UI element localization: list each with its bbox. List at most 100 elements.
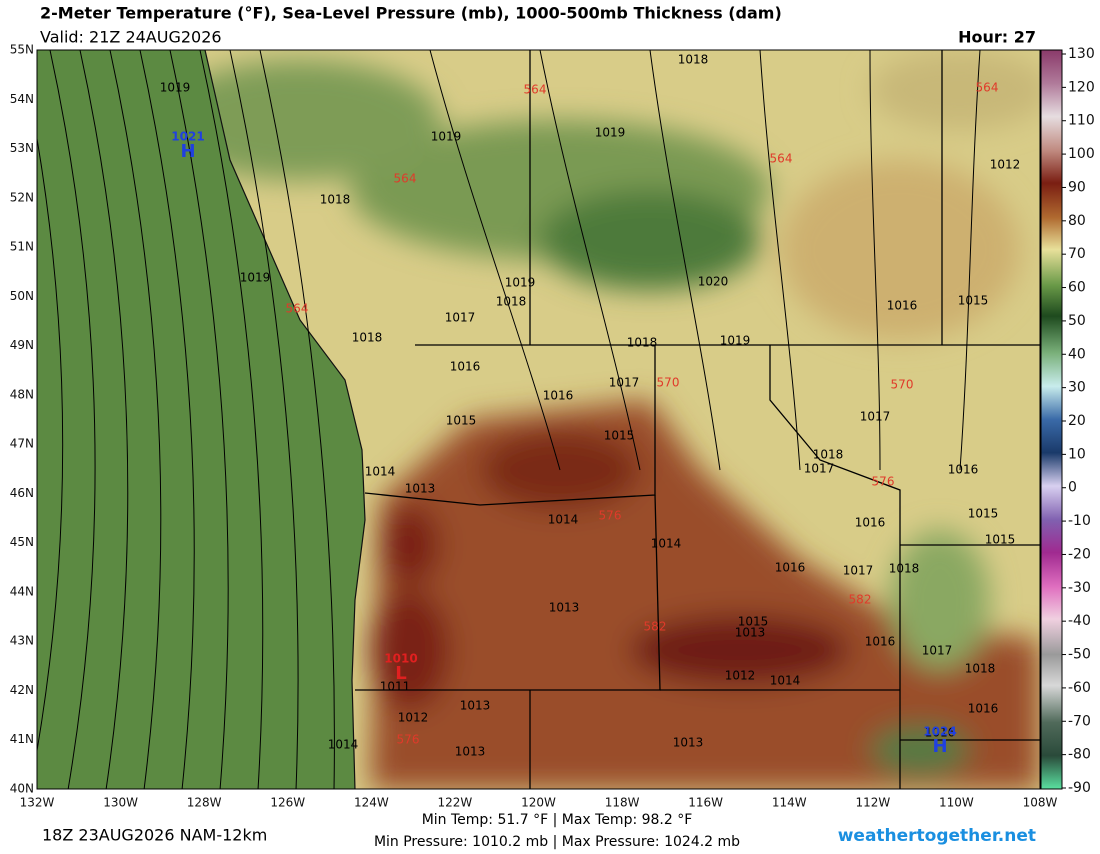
colorbar-label: 10 — [1068, 446, 1086, 462]
isobar-label: 1019 — [505, 276, 536, 290]
isobar-label: 1016 — [948, 463, 979, 477]
isobar-label: 1014 — [365, 465, 396, 479]
isobar-label: 1013 — [735, 626, 766, 640]
isobar-label: 1013 — [549, 601, 580, 615]
colorbar-label: 20 — [1068, 413, 1086, 429]
colorbar-label: -90 — [1068, 780, 1091, 796]
thickness-label: 582 — [644, 620, 667, 634]
isobar-label: 1012 — [990, 158, 1021, 172]
isobar-label: 1019 — [431, 130, 462, 144]
isobar-label: 1019 — [160, 81, 191, 95]
colorbar-label: 80 — [1068, 213, 1086, 229]
lon-label: 116W — [688, 796, 723, 810]
pressure-center-value: 1024 — [923, 725, 956, 739]
lat-label: 45N — [10, 535, 34, 549]
lon-label: 126W — [270, 796, 305, 810]
isobar-label: 1014 — [770, 674, 801, 688]
colorbar-label: -10 — [1068, 513, 1091, 529]
lat-label: 50N — [10, 289, 34, 303]
pressure-center-value: 1021 — [171, 130, 204, 144]
isobar-line — [229, 50, 299, 789]
isobar-label: 1015 — [446, 414, 477, 428]
isobar-label: 1016 — [865, 635, 896, 649]
lon-label: 112W — [855, 796, 890, 810]
thickness-label: 564 — [524, 83, 547, 97]
colorbar — [1040, 49, 1063, 790]
valid-time: Valid: 21Z 24AUG2026 — [40, 28, 222, 47]
isobar-label: 1016 — [855, 516, 886, 530]
lat-label: 44N — [10, 584, 34, 598]
lat-label: 48N — [10, 387, 34, 401]
lat-label: 46N — [10, 486, 34, 500]
isobar-label: 1017 — [843, 564, 874, 578]
thickness-label: 564 — [286, 302, 309, 316]
colorbar-label: 30 — [1068, 380, 1086, 396]
isobar-line — [199, 50, 264, 789]
lon-label: 114W — [772, 796, 807, 810]
site-credit: weathertogether.net — [838, 826, 1036, 846]
colorbar-label: -20 — [1068, 546, 1091, 562]
isobar-line — [139, 50, 195, 789]
isobar-line — [869, 50, 881, 471]
model-run: 18Z 23AUG2026 NAM-12km — [42, 826, 267, 845]
lat-label: 53N — [10, 141, 34, 155]
thickness-label: 564 — [394, 172, 417, 186]
pressure-center-symbol: L — [395, 663, 406, 684]
isobar-label: 1017 — [804, 462, 835, 476]
isobar-line — [649, 50, 721, 471]
colorbar-label: 90 — [1068, 179, 1086, 195]
lon-label: 132W — [20, 796, 55, 810]
isobar-line — [959, 50, 981, 471]
isobar-label: 1018 — [813, 448, 844, 462]
isobar-label: 1018 — [627, 336, 658, 350]
lat-label: 54N — [10, 92, 34, 106]
lon-label: 130W — [103, 796, 138, 810]
isobar-label: 1019 — [240, 271, 271, 285]
isobar-label: 1015 — [968, 507, 999, 521]
thickness-label: 582 — [849, 593, 872, 607]
lat-label: 51N — [10, 240, 34, 254]
thickness-label: 576 — [872, 475, 895, 489]
thickness-label: 576 — [599, 509, 622, 523]
isobar-line — [759, 50, 801, 471]
isobar-label: 1016 — [968, 702, 999, 716]
colorbar-label: 100 — [1068, 146, 1095, 162]
colorbar-label: -50 — [1068, 647, 1091, 663]
isobar-label: 1017 — [922, 644, 953, 658]
isobar-label: 1019 — [720, 334, 751, 348]
isobar-label: 1016 — [925, 726, 956, 740]
colorbar-label: 50 — [1068, 313, 1086, 329]
isobar-line — [37, 135, 64, 754]
colorbar-label: 70 — [1068, 246, 1086, 262]
pressure-center-symbol: H — [932, 736, 947, 757]
lon-label: 118W — [605, 796, 640, 810]
colorbar-label: 0 — [1068, 480, 1077, 496]
isobar-line — [169, 50, 229, 789]
isobar-line — [79, 50, 129, 789]
isobar-label: 1013 — [673, 736, 704, 750]
isobar-label: 1016 — [450, 360, 481, 374]
lat-label: 40N — [10, 782, 34, 796]
colorbar-label: -60 — [1068, 680, 1091, 696]
pressure-center-symbol: H — [180, 141, 195, 162]
map-field — [37, 50, 1040, 789]
isobar-label: 1017 — [445, 311, 476, 325]
isobar-label: 1018 — [352, 331, 383, 345]
lon-label: 124W — [354, 796, 389, 810]
isobar-line — [539, 50, 641, 471]
isobar-line — [109, 50, 162, 789]
isobar-label: 1014 — [328, 738, 359, 752]
lat-label: 47N — [10, 437, 34, 451]
isobar-label: 1018 — [496, 295, 527, 309]
colorbar-label: 120 — [1068, 79, 1095, 95]
isobar-label: 1019 — [595, 126, 626, 140]
thickness-label: 570 — [891, 378, 914, 392]
isobar-label: 1020 — [698, 275, 729, 289]
isobar-label: 1014 — [548, 513, 579, 527]
pressure-range: Min Pressure: 1010.2 mb | Max Pressure: … — [374, 834, 740, 850]
isobar-label: 1017 — [609, 376, 640, 390]
lon-label: 120W — [521, 796, 556, 810]
lon-label: 122W — [438, 796, 473, 810]
isobar-label: 1013 — [405, 482, 436, 496]
